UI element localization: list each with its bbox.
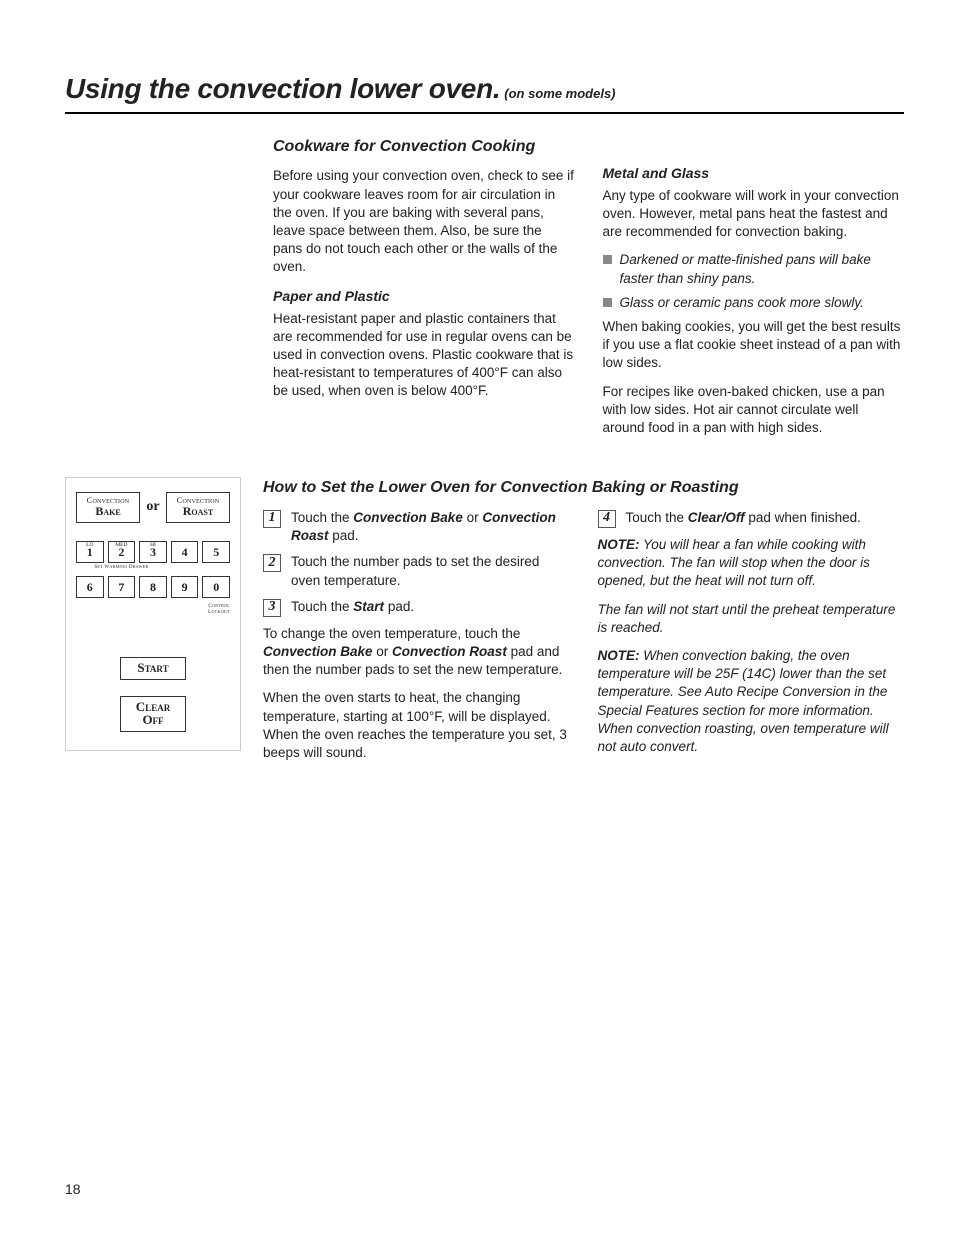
note-3: NOTE: When convection baking, the oven t… [598,647,905,756]
panel-column: Convection Bake or Convection Roast LO1 … [65,477,245,772]
paper-text: Heat-resistant paper and plastic contain… [273,310,575,401]
off-label: Off [121,713,185,727]
step-1-text: Touch the Convection Bake or Convection … [291,509,570,545]
page-subtitle: (on some models) [504,86,615,101]
intro-text: Before using your convection oven, check… [273,167,575,276]
bullet-icon [603,255,612,264]
metal-p1: Any type of cookware will work in your c… [603,187,905,242]
howto-col-left: 1 Touch the Convection Bake or Convectio… [263,509,570,772]
start-button[interactable]: Start [120,657,186,680]
clear-label: Clear [121,700,185,714]
roast-label: Roast [169,505,227,518]
bake-label: Bake [79,505,137,518]
bullet-2: Glass or ceramic pans cook more slowly. [603,294,905,312]
note-2: The fan will not start until the preheat… [598,601,905,637]
step-4: 4 Touch the Clear/Off pad when finished. [598,509,905,528]
subheading-metal: Metal and Glass [603,164,905,183]
key-3[interactable]: HI3 [139,541,167,563]
step-num-2: 2 [263,554,281,572]
bullet-1: Darkened or matte-finished pans will bak… [603,251,905,287]
key-7[interactable]: 7 [108,576,136,598]
cookware-col-right: Metal and Glass Any type of cookware wil… [603,136,905,448]
key-6[interactable]: 6 [76,576,104,598]
heating-text: When the oven starts to heat, the changi… [263,689,570,762]
section-howto: Convection Bake or Convection Roast LO1 … [65,477,904,772]
title-bar: Using the convection lower oven. (on som… [65,70,904,114]
bullet-1-text: Darkened or matte-finished pans will bak… [620,251,905,287]
page-title: Using the convection lower oven. [65,73,500,104]
metal-p2: When baking cookies, you will get the be… [603,318,905,373]
heading-cookware: Cookware for Convection Cooking [273,136,575,158]
change-temp-text: To change the oven temperature, touch th… [263,625,570,680]
heading-howto: How to Set the Lower Oven for Convection… [263,477,904,499]
bullet-icon [603,298,612,307]
key-5[interactable]: 5 [202,541,230,563]
control-lockout-label: Control Lockout [202,604,230,618]
step-num-3: 3 [263,599,281,617]
howto-col-right: 4 Touch the Clear/Off pad when finished.… [598,509,905,772]
control-panel: Convection Bake or Convection Roast LO1 … [65,477,241,751]
key-1[interactable]: LO1 [76,541,104,563]
step-2: 2 Touch the number pads to set the desir… [263,553,570,589]
metal-p3: For recipes like oven-baked chicken, use… [603,383,905,438]
step-2-text: Touch the number pads to set the desired… [291,553,570,589]
subheading-paper: Paper and Plastic [273,287,575,306]
instructions-wrap: How to Set the Lower Oven for Convection… [263,477,904,772]
key-2[interactable]: MED2 [108,541,136,563]
mode-row: Convection Bake or Convection Roast [76,492,230,523]
convection-bake-button[interactable]: Convection Bake [76,492,140,523]
key-0[interactable]: 0 [202,576,230,598]
bullet-2-text: Glass or ceramic pans cook more slowly. [620,294,864,312]
convection-roast-button[interactable]: Convection Roast [166,492,230,523]
warming-drawer-label: Set Warming Drawer [76,565,167,572]
step-3-text: Touch the Start pad. [291,598,570,616]
page-number: 18 [65,1180,81,1199]
clear-off-button[interactable]: Clear Off [120,696,186,732]
or-label: or [146,498,159,517]
key-9[interactable]: 9 [171,576,199,598]
step-1: 1 Touch the Convection Bake or Convectio… [263,509,570,545]
note-1: NOTE: You will hear a fan while cooking … [598,536,905,591]
step-num-1: 1 [263,510,281,528]
left-margin [65,136,245,448]
step-4-text: Touch the Clear/Off pad when finished. [626,509,905,527]
cookware-col-left: Cookware for Convection Cooking Before u… [273,136,575,448]
step-3: 3 Touch the Start pad. [263,598,570,617]
key-8[interactable]: 8 [139,576,167,598]
step-num-4: 4 [598,510,616,528]
keypad: LO1 MED2 HI3 4 5 Set Warming Drawer 6 7 … [76,541,230,617]
section-cookware: Cookware for Convection Cooking Before u… [65,136,904,448]
key-4[interactable]: 4 [171,541,199,563]
